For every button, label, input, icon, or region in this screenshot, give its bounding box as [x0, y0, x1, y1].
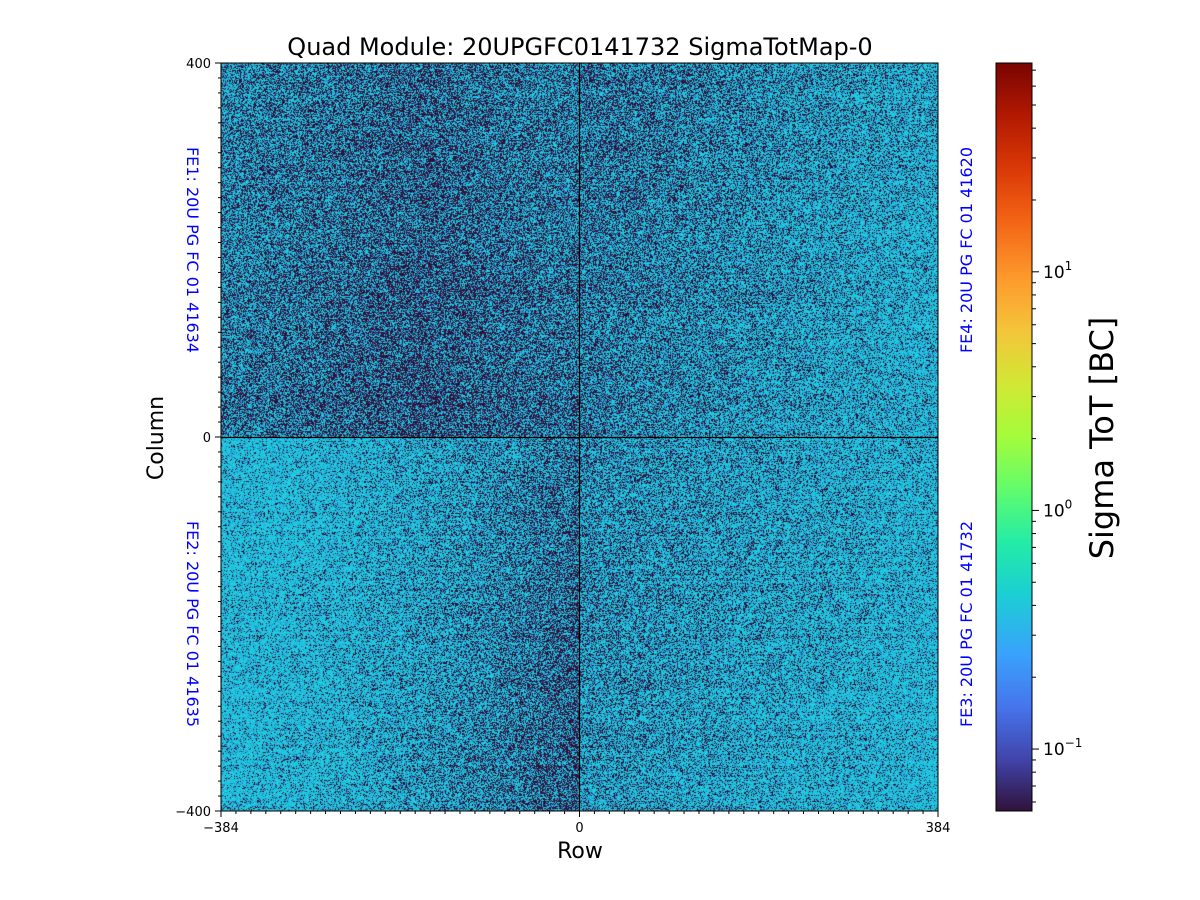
chart-title: Quad Module: 20UPGFC0141732 SigmaTotMap-… — [287, 33, 872, 61]
x-axis: −384 0 384 — [203, 811, 950, 836]
x-tick-label: 0 — [575, 821, 583, 836]
y-axis: 400 0 −400 — [175, 57, 221, 820]
colorbar-tick-label: 101 — [1043, 259, 1072, 283]
y-axis-label: Column — [144, 396, 169, 480]
x-tick-label: 384 — [926, 821, 951, 836]
colorbar-tick-label: 10−1 — [1043, 736, 1082, 760]
chip-label-fe4: FE4: 20U PG FC 01 41620 — [957, 147, 976, 353]
x-axis-label: Row — [557, 839, 603, 864]
colorbar-tick-label: 100 — [1043, 497, 1072, 521]
colorbar — [995, 62, 1033, 812]
colorbar-label: Sigma ToT [BC] — [1083, 317, 1121, 560]
y-tick-label: 400 — [186, 57, 211, 72]
x-tick-label: −384 — [203, 821, 239, 836]
y-tick-label: 0 — [203, 431, 211, 446]
chip-label-fe2: FE2: 20U PG FC 01 41635 — [183, 521, 202, 727]
chip-label-fe1: FE1: 20U PG FC 01 41634 — [183, 147, 202, 353]
colorbar-axis: 10−1 100 101 — [1032, 69, 1082, 803]
y-tick-label: −400 — [175, 805, 211, 820]
chip-label-fe3: FE3: 20U PG FC 01 41732 — [957, 521, 976, 727]
